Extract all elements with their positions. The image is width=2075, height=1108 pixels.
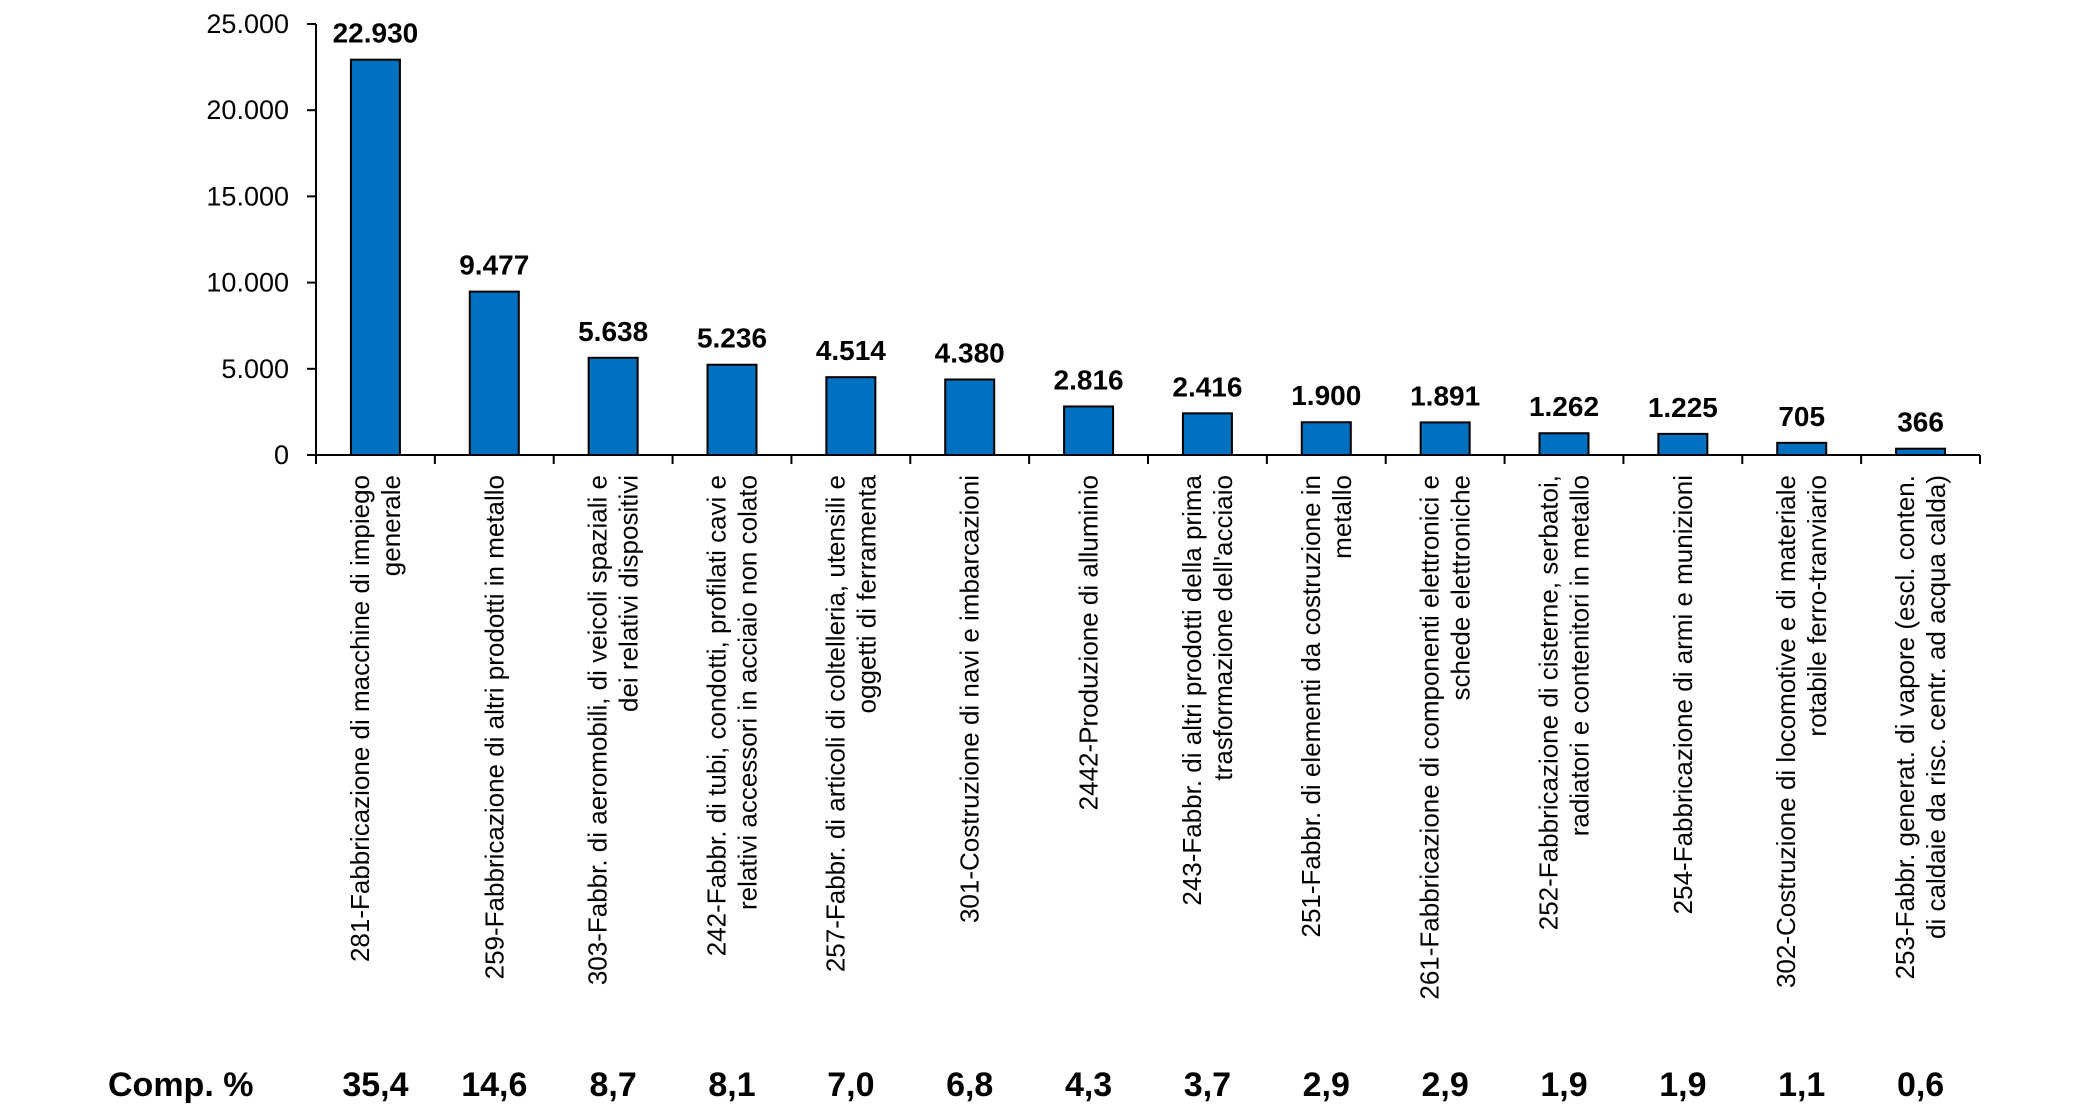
y-tick-label: 20.000	[206, 95, 289, 125]
bar	[1538, 432, 1590, 457]
category-label: 252-Fabbricazione di cisterne, serbatoi,…	[1534, 475, 1595, 930]
y-tick-label: 10.000	[206, 268, 289, 298]
comp-percent-value: 6,8	[946, 1066, 993, 1104]
category-label-line: 259-Fabbricazione di altri prodotti in m…	[479, 475, 509, 979]
comp-percent-value: 2,9	[1422, 1066, 1469, 1104]
category-label-line: 261-Fabbricazione di componenti elettron…	[1415, 475, 1445, 1000]
comp-percent-value: 1,1	[1778, 1066, 1825, 1104]
value-label: 4.514	[816, 335, 886, 366]
comp-percent-value: 0,6	[1897, 1066, 1944, 1104]
value-label: 1.900	[1291, 380, 1361, 411]
y-tick-label: 0	[274, 440, 289, 470]
category-label-line: 257-Fabbr. di articoli di coltelleria, u…	[820, 475, 850, 972]
category-label-line: 252-Fabbricazione di cisterne, serbatoi,	[1534, 475, 1564, 930]
bar	[587, 356, 639, 456]
comp-percent-value: 14,6	[461, 1066, 527, 1104]
bar	[468, 290, 520, 456]
y-tick-label: 25.000	[206, 9, 289, 39]
value-label: 2.416	[1172, 371, 1242, 402]
bar	[825, 376, 877, 457]
comp-percent-value: 2,9	[1303, 1066, 1350, 1104]
bar	[1776, 441, 1828, 456]
category-label-line: 2442-Produzione di alluminio	[1074, 475, 1104, 810]
comp-percent-value: 3,7	[1184, 1066, 1231, 1104]
y-axis: 0 5.000 10.000 15.000 20.000 25.000	[206, 9, 317, 470]
category-label: 261-Fabbricazione di componenti elettron…	[1415, 475, 1476, 1000]
value-label: 1.262	[1529, 391, 1599, 422]
bar	[1181, 412, 1233, 457]
category-label-line: dei relativi dispositivi	[614, 475, 644, 712]
bar	[1657, 432, 1709, 457]
category-label-line: 301-Costruzione di navi e imbarcazioni	[955, 475, 985, 923]
comp-percent-value: 8,1	[708, 1066, 755, 1104]
value-label: 2.816	[1054, 364, 1124, 395]
value-label: 9.477	[459, 250, 529, 281]
value-label: 4.380	[935, 337, 1005, 368]
category-label: 259-Fabbricazione di altri prodotti in m…	[479, 475, 509, 979]
comp-percent-label: Comp. %	[108, 1066, 253, 1104]
category-labels: 281-Fabbricazione di macchine di impiego…	[345, 474, 1951, 999]
bar	[349, 58, 401, 456]
category-label-line: 242-Fabbr. di tubi, condotti, profilati …	[702, 475, 732, 956]
value-label: 5.638	[578, 316, 648, 347]
category-label-line: 254-Fabbricazione di armi e munizioni	[1668, 475, 1698, 914]
bar	[1419, 421, 1471, 457]
category-label-line: 253-Fabbr. generat. di vapore (escl. con…	[1890, 475, 1920, 979]
comp-percent-value: 4,3	[1065, 1066, 1112, 1104]
y-tick-label: 5.000	[221, 354, 289, 384]
comp-percent-value: 7,0	[827, 1066, 874, 1104]
category-label: 302-Costruzione di locomotive e di mater…	[1771, 475, 1832, 988]
category-label-line: 281-Fabbricazione di macchine di impiego	[345, 475, 375, 962]
comp-percent-row: Comp. % 35,4 14,6 8,7 8,1 7,0 6,8 4,3 3,7 2,9 2,9…	[108, 1066, 1944, 1104]
category-label-line: schede elettroniche	[1446, 475, 1476, 700]
value-labels: 22.930 9.477 5.638 5.236 4.514 4.380 2.816 2.41…	[333, 18, 1944, 438]
category-label-line: trasformazione dell'acciaio	[1208, 475, 1238, 781]
category-label-line: 302-Costruzione di locomotive e di mater…	[1771, 475, 1801, 988]
category-label: 2442-Produzione di alluminio	[1074, 475, 1104, 810]
category-label: 257-Fabbr. di articoli di coltelleria, u…	[820, 474, 881, 972]
category-label: 243-Fabbr. di altri prodotti della prima…	[1177, 474, 1238, 905]
category-label: 253-Fabbr. generat. di vapore (escl. con…	[1890, 475, 1951, 979]
category-label: 281-Fabbricazione di macchine di impiego…	[345, 475, 406, 962]
comp-percent-value: 1,9	[1540, 1066, 1587, 1104]
value-label: 1.891	[1410, 380, 1480, 411]
category-label-line: oggetti di ferramenta	[851, 474, 881, 713]
category-label-line: 243-Fabbr. di altri prodotti della prima	[1177, 474, 1207, 905]
value-label: 366	[1897, 407, 1944, 438]
category-label: 301-Costruzione di navi e imbarcazioni	[955, 475, 985, 923]
x-axis	[315, 454, 1981, 464]
category-label: 254-Fabbricazione di armi e munizioni	[1668, 475, 1698, 914]
category-label: 242-Fabbr. di tubi, condotti, profilati …	[702, 475, 763, 956]
comp-percent-value: 1,9	[1659, 1066, 1706, 1104]
bar	[944, 378, 996, 456]
y-tick-label: 15.000	[206, 181, 289, 211]
category-label: 303-Fabbr. di aeromobili, di veicoli spa…	[583, 475, 644, 985]
category-label-line: 303-Fabbr. di aeromobili, di veicoli spa…	[583, 475, 613, 985]
value-label: 705	[1778, 401, 1825, 432]
category-label-line: radiatori e contenitori in metallo	[1565, 475, 1595, 836]
bar	[706, 363, 758, 456]
comp-percent-value: 8,7	[590, 1066, 637, 1104]
category-label-line: metallo	[1327, 475, 1357, 559]
comp-percent-value: 35,4	[342, 1066, 408, 1104]
category-label-line: generale	[376, 475, 406, 576]
category-label-line: rotabile ferro-tranviario	[1802, 475, 1832, 737]
value-label: 22.930	[333, 18, 419, 49]
bar	[1063, 405, 1115, 456]
value-label: 5.236	[697, 323, 767, 354]
category-label-line: di caldaie da risc. centr. ad acqua cald…	[1921, 475, 1951, 939]
value-label: 1.225	[1648, 392, 1718, 423]
category-label-line: 251-Fabbr. di elementi da costruzione in	[1296, 475, 1326, 938]
bar	[1300, 421, 1352, 456]
category-label-line: relativi accessori in acciaio non colato	[733, 475, 763, 910]
category-label: 251-Fabbr. di elementi da costruzione in…	[1296, 475, 1357, 938]
